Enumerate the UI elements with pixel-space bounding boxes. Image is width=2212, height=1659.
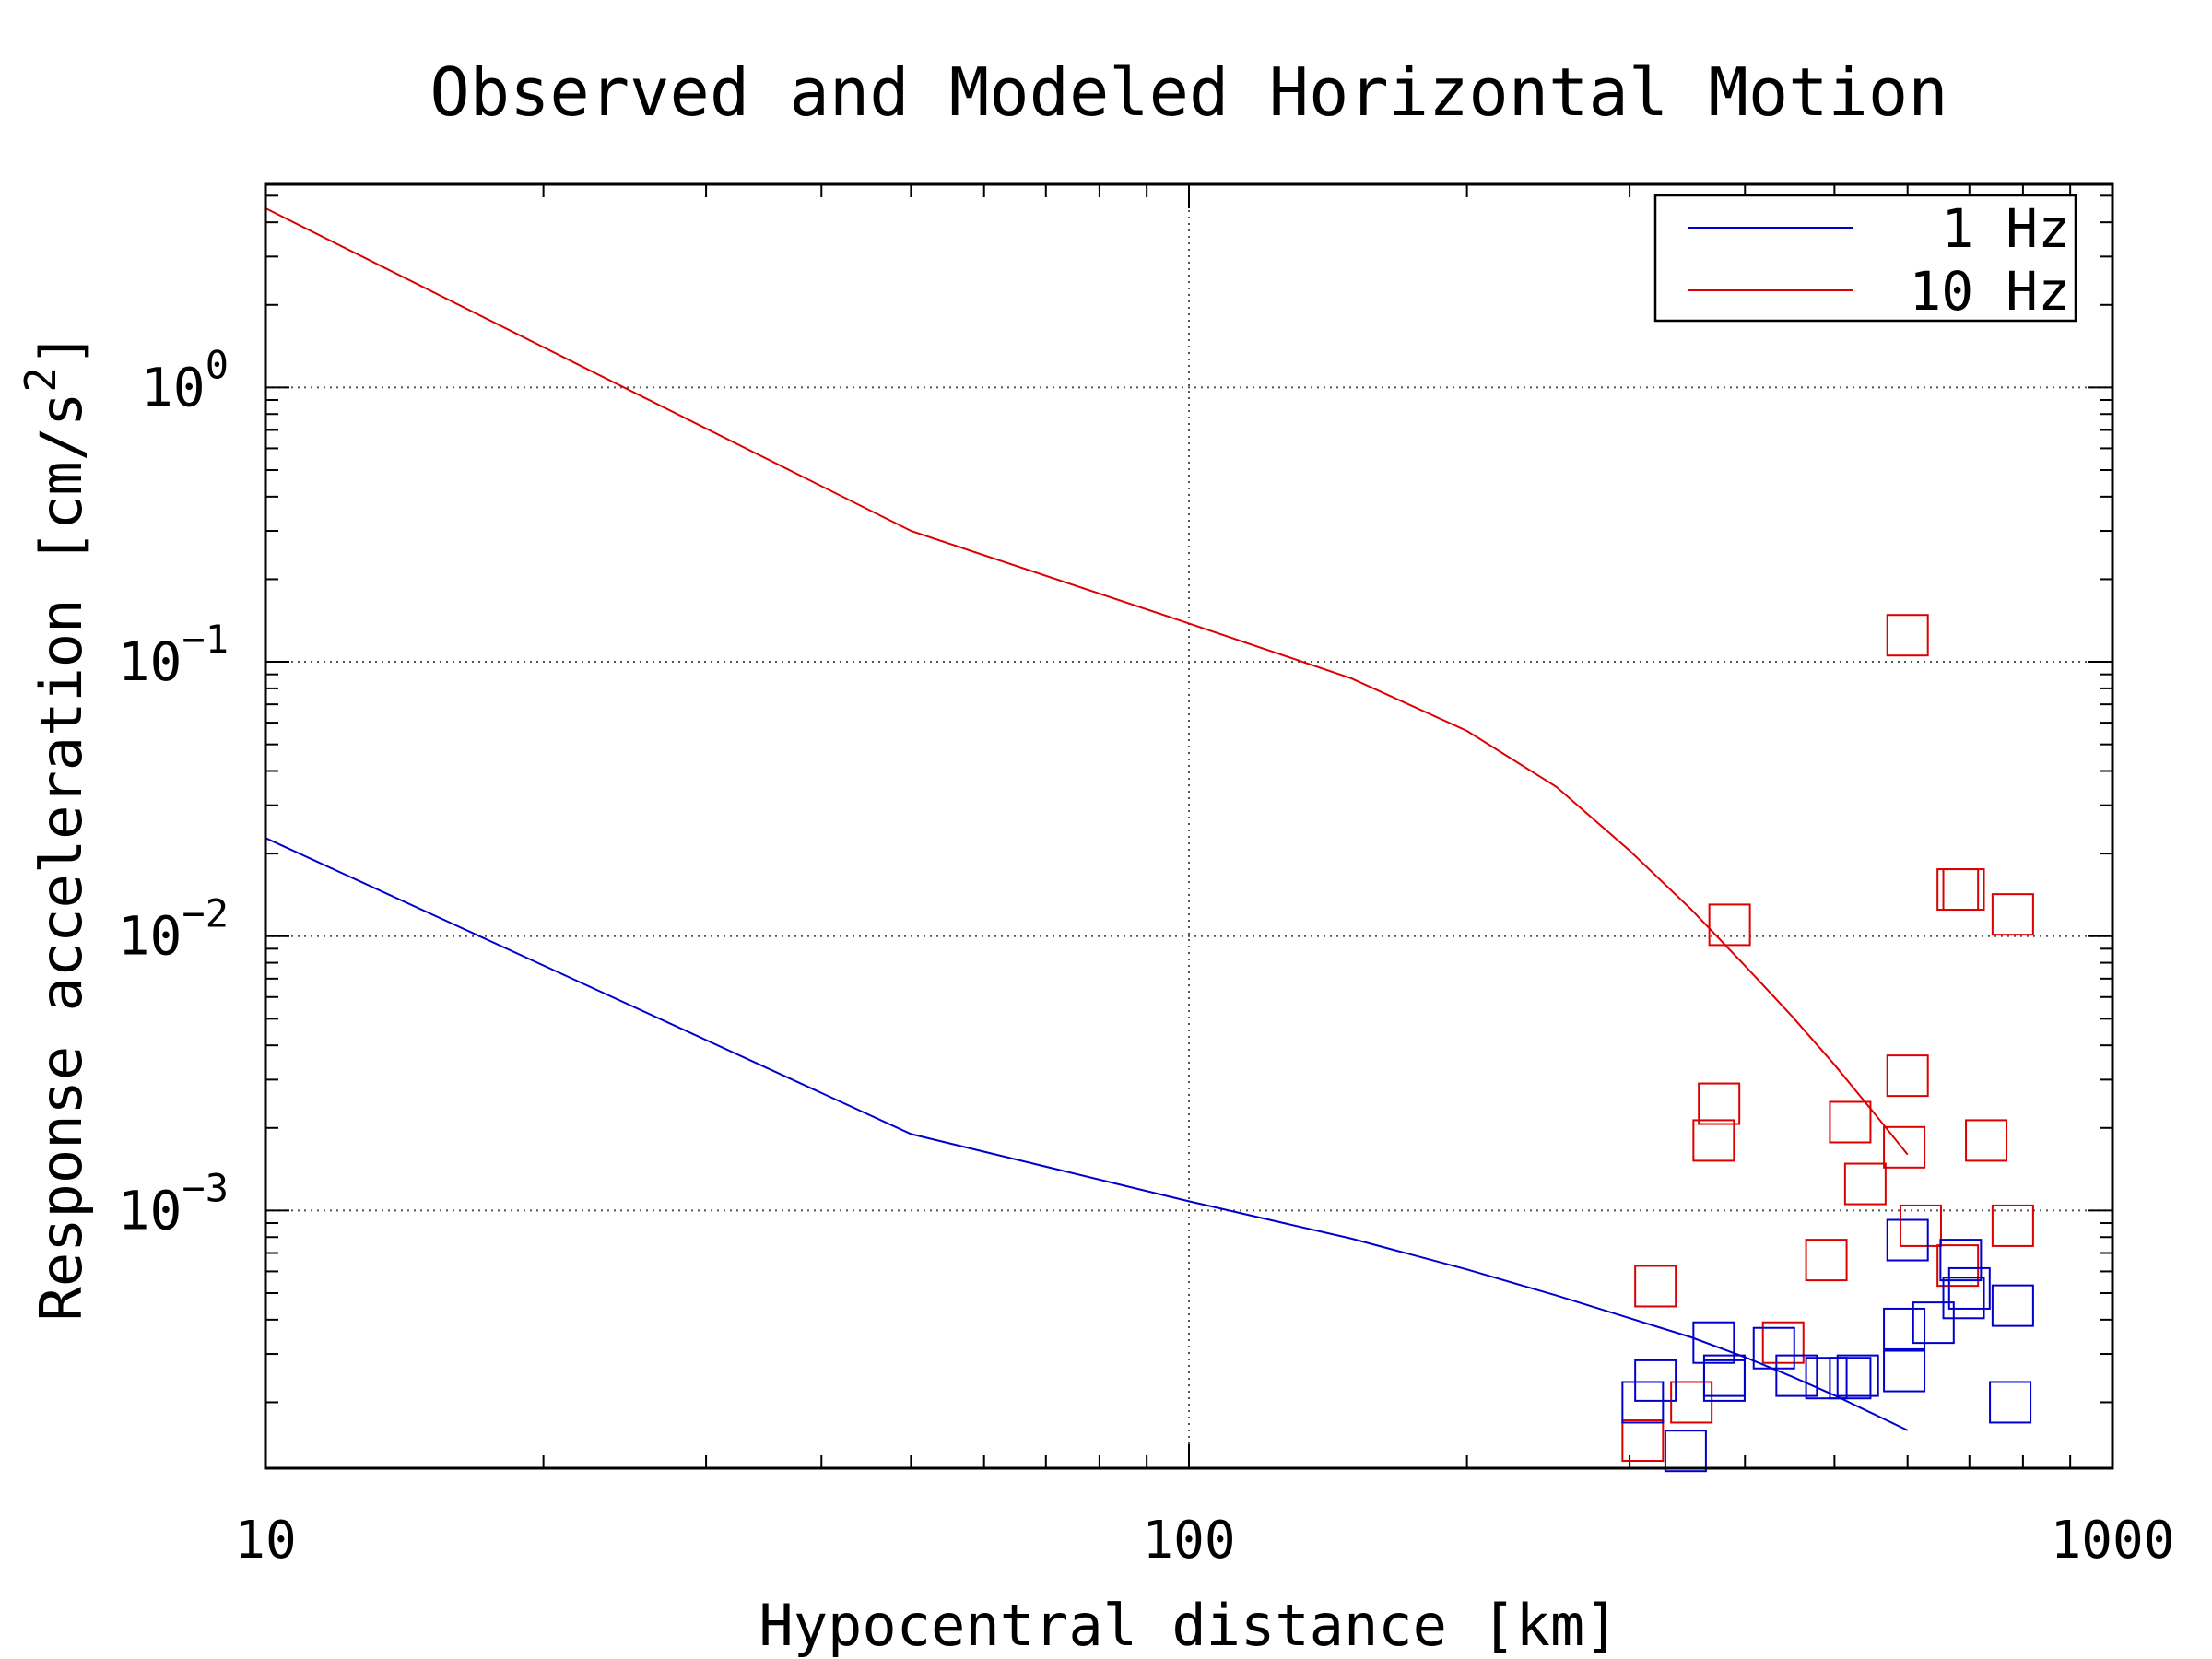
data-point-1hz <box>1805 1357 1848 1400</box>
data-point-1hz <box>1939 1239 1983 1282</box>
data-point-1hz <box>1634 1359 1677 1402</box>
data-point-10hz <box>1634 1265 1677 1308</box>
data-point-10hz <box>1936 1244 1980 1288</box>
legend-label-1hz: 1 Hz <box>1941 197 2070 260</box>
data-point-1hz <box>1702 1359 1746 1402</box>
data-point-10hz <box>1942 868 1985 912</box>
data-point-10hz <box>1698 1082 1741 1125</box>
chart-title: Observed and Modeled Horizontal Motion <box>429 53 1947 131</box>
data-point-1hz <box>1775 1354 1818 1397</box>
data-point-10hz <box>1805 1239 1848 1282</box>
data-point-10hz <box>1761 1321 1805 1364</box>
data-point-1hz <box>1829 1357 1872 1400</box>
y-tick-label: 10−3 <box>118 1165 229 1241</box>
line-series-1hz <box>265 837 1909 1431</box>
data-point-1hz <box>1664 1430 1707 1473</box>
data-point-10hz <box>1991 1204 2034 1247</box>
x-axis-label: Hypocentral distance [km] <box>759 1592 1618 1659</box>
y-tick-label: 10−2 <box>118 891 229 968</box>
data-point-10hz <box>1965 1119 2008 1162</box>
data-point-1hz <box>1991 1284 2034 1327</box>
legend-box <box>1653 194 2077 323</box>
x-tick-label: 1000 <box>2051 1511 2175 1571</box>
y-tick-label: 10−1 <box>118 617 229 693</box>
data-point-1hz <box>1621 1381 1665 1424</box>
data-point-10hz <box>1883 1125 1926 1169</box>
data-point-10hz <box>1899 1204 1942 1247</box>
data-point-1hz <box>1942 1277 1985 1320</box>
y-axis-label-close: ] <box>28 333 95 367</box>
plot-frame <box>264 182 2114 1470</box>
y-axis-label-main: Response acceleration [cm/s <box>28 393 95 1322</box>
y-axis-label: Response acceleration [cm/s2] <box>16 333 95 1322</box>
observed-points <box>1621 614 2034 1473</box>
y-axis-label-superscript: 2 <box>16 367 65 393</box>
data-point-1hz <box>1883 1307 1926 1350</box>
data-point-10hz <box>1670 1381 1713 1424</box>
model-lines <box>265 207 1909 1431</box>
data-point-1hz <box>1989 1381 2032 1424</box>
data-point-1hz <box>1836 1354 1879 1397</box>
data-point-10hz <box>1843 1162 1887 1206</box>
line-series-10hz <box>265 207 1909 1156</box>
x-tick-label: 10 <box>234 1511 296 1571</box>
data-point-1hz <box>1886 1218 1929 1262</box>
data-point-10hz <box>1886 1054 1929 1098</box>
data-point-1hz <box>1912 1301 1955 1345</box>
data-point-10hz <box>1991 893 2034 936</box>
data-point-1hz <box>1883 1349 1926 1393</box>
y-tick-label: 100 <box>141 342 229 418</box>
legend-label-10hz: 10 Hz <box>1909 260 2070 323</box>
data-point-1hz <box>1947 1266 1991 1310</box>
data-point-10hz <box>1708 903 1751 947</box>
x-tick-labels: 10 100 1000 <box>234 1511 2174 1571</box>
legend: 1 Hz 10 Hz <box>1653 194 2077 323</box>
data-point-10hz <box>1621 1419 1665 1463</box>
data-point-10hz <box>1886 614 1929 657</box>
x-tick-label: 100 <box>1142 1511 1235 1571</box>
y-tick-labels: 100 10−1 10−2 10−3 <box>118 342 229 1241</box>
grid <box>265 184 2112 1468</box>
data-point-10hz <box>1692 1119 1735 1162</box>
data-point-10hz <box>1829 1100 1872 1144</box>
data-point-1hz <box>1692 1321 1735 1364</box>
data-point-1hz <box>1752 1326 1795 1370</box>
